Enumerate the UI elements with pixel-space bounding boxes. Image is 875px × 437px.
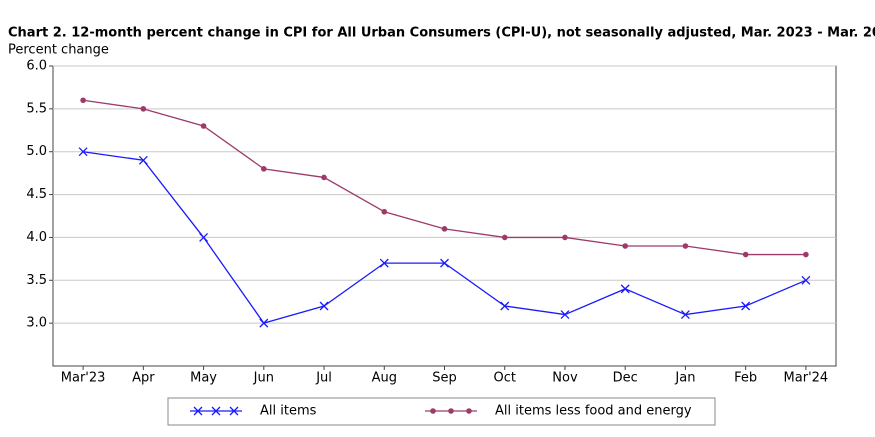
marker-dot — [501, 234, 508, 241]
y-tick-label: 5.0 — [26, 144, 47, 159]
legend-box — [167, 397, 716, 426]
marker-x — [199, 232, 209, 242]
marker-x — [560, 310, 570, 320]
legend-marker — [211, 406, 221, 416]
y-tick-label: 6.0 — [26, 59, 47, 74]
legend-marker — [430, 408, 436, 414]
x-tick-label: Feb — [734, 371, 757, 386]
x-tick-label: Apr — [132, 371, 155, 386]
marker-dot — [803, 251, 809, 258]
marker-x — [319, 301, 329, 311]
marker-dot — [80, 97, 86, 104]
marker-dot — [261, 166, 267, 172]
x-tick-label: Nov — [552, 371, 578, 386]
marker-x — [78, 147, 88, 157]
legend-marker — [229, 406, 239, 416]
marker-x — [680, 310, 690, 320]
x-tick-label: Dec — [613, 371, 638, 386]
chart-title: Chart 2. 12-month percent change in CPI … — [8, 26, 875, 41]
marker-dot — [381, 208, 388, 215]
legend-marker — [466, 408, 472, 414]
marker-x — [138, 155, 148, 165]
y-tick-label: 3.0 — [26, 316, 47, 331]
x-tick-label: Mar'24 — [784, 371, 829, 386]
marker-x — [801, 275, 811, 285]
marker-x — [379, 258, 389, 268]
y-tick-label: 4.0 — [26, 230, 47, 245]
marker-x — [741, 301, 751, 311]
y-tick-label: 5.5 — [26, 101, 47, 116]
marker-x — [440, 258, 449, 268]
plot-frame — [52, 65, 837, 367]
marker-x — [620, 284, 630, 294]
y-tick-label: 4.5 — [26, 187, 47, 202]
marker-dot — [742, 251, 749, 258]
legend-label: All items less food and energy — [495, 404, 692, 419]
legend-marker — [448, 408, 454, 414]
x-tick-label: Oct — [493, 371, 515, 386]
marker-dot — [140, 106, 147, 112]
x-tick-label: Jul — [315, 371, 332, 386]
marker-dot — [321, 174, 327, 181]
marker-dot — [441, 226, 448, 232]
marker-dot — [622, 243, 628, 249]
x-tick-label: Jan — [674, 371, 695, 386]
x-tick-label: Sep — [432, 371, 457, 386]
y-axis-label: Percent change — [8, 43, 109, 58]
marker-dot — [562, 234, 568, 241]
y-tick-label: 3.5 — [26, 273, 47, 288]
marker-x — [500, 301, 510, 311]
marker-dot — [682, 243, 689, 249]
marker-x — [259, 318, 269, 328]
legend-marker — [193, 406, 203, 416]
x-tick-label: Aug — [372, 371, 397, 386]
x-tick-label: Jun — [253, 371, 274, 386]
marker-dot — [200, 123, 207, 129]
x-tick-label: May — [190, 371, 217, 386]
legend-label: All items — [260, 404, 317, 419]
x-tick-label: Mar'23 — [61, 371, 106, 386]
